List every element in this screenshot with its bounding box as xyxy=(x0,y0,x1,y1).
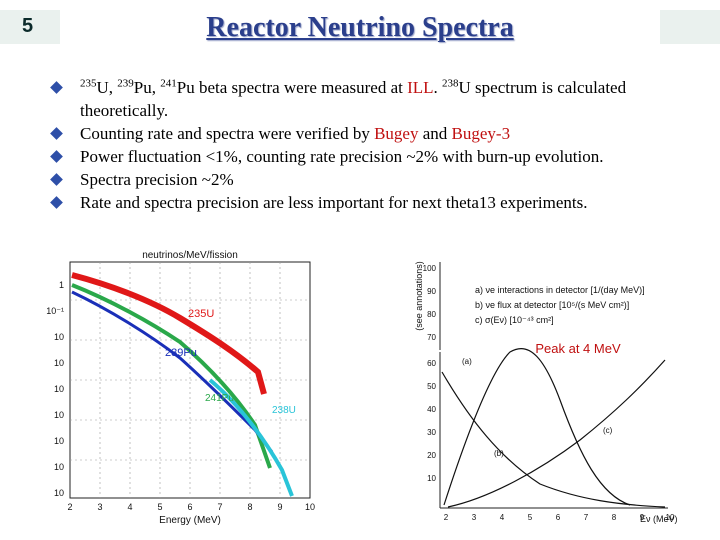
curve-a xyxy=(443,347,631,506)
label-u235: 235U xyxy=(188,308,214,320)
right-plot-ytitle: (see annotations) xyxy=(414,261,424,331)
right-y-tick-label: 90 xyxy=(427,287,436,296)
right-x-tick-label: 10 xyxy=(666,513,675,522)
label-pu239: 239Pu xyxy=(165,347,197,359)
left-x-tick-label: 2 xyxy=(67,502,72,512)
bugey-highlight: Bugey xyxy=(374,124,419,143)
left-plot-xlabel: Energy (MeV) xyxy=(159,515,221,526)
left-y-tick-label: 10 xyxy=(54,384,64,394)
right-x-tick-label: 4 xyxy=(500,513,505,522)
curve-c xyxy=(447,359,666,508)
bullet-item: 235U, 239Pu, 241Pu beta spectra were mea… xyxy=(48,76,708,122)
curve-c-label: (c) xyxy=(603,426,613,435)
right-y-tick-label: 60 xyxy=(427,359,436,368)
left-x-tick-label: 6 xyxy=(187,502,192,512)
u238-curve xyxy=(208,378,294,497)
left-x-tick-label: 7 xyxy=(217,502,222,512)
right-y-tick-label: 10 xyxy=(427,474,436,483)
left-x-tick-label: 3 xyxy=(97,502,102,512)
peak-annotation-box xyxy=(516,338,640,358)
left-plot-grid xyxy=(70,262,310,498)
right-y-tick-label: 40 xyxy=(427,405,436,414)
left-y-tick-label: 10 xyxy=(54,358,64,368)
left-x-tick-label: 10 xyxy=(305,502,315,512)
left-x-tick-label: 5 xyxy=(157,502,162,512)
left-spectrum-plot: neutrinos/MeV/fission Energy (MeV) 2 3 4 5 6… xyxy=(46,246,315,530)
left-y-tick-label: 10 xyxy=(54,410,64,420)
bullet-item: Spectra precision ~2% xyxy=(48,168,708,191)
right-plot-xlabel: Eν (MeV) xyxy=(640,514,678,524)
label-pu241: 241Pu xyxy=(205,393,234,404)
right-x-tick-label: 2 xyxy=(444,513,449,522)
corner-decoration xyxy=(660,10,720,44)
slide-number-box xyxy=(0,10,60,44)
right-x-tick-label: 3 xyxy=(472,513,477,522)
right-plot-background xyxy=(405,246,675,530)
right-x-tick-label: 5 xyxy=(528,513,533,522)
right-x-tick-label: 9 xyxy=(640,513,645,522)
legend-a: a) νe interactions in detector [1/(day M… xyxy=(475,285,645,295)
left-plot-header: neutrinos/MeV/fission xyxy=(142,250,238,261)
pu239-curve xyxy=(71,290,274,453)
right-y-tick-label: 100 xyxy=(423,264,437,273)
bugey3-highlight: Bugey-3 xyxy=(451,124,511,143)
peak-annotation: Peak at 4 MeV xyxy=(535,341,621,356)
u235-curve xyxy=(71,272,267,395)
right-x-tick-label: 7 xyxy=(584,513,589,522)
legend-b: b) νe flux at detector [10⁵/(s MeV cm²)] xyxy=(475,300,629,310)
left-y-tick-label: 1 xyxy=(59,280,64,290)
right-y-tick-label: 20 xyxy=(427,451,436,460)
left-x-tick-label: 9 xyxy=(277,502,282,512)
right-detection-plot: (see annotations) 100908070605040302010 … xyxy=(405,246,678,530)
bullet-list: 235U, 239Pu, 241Pu beta spectra were mea… xyxy=(48,76,708,214)
label-u238: 238U xyxy=(272,405,296,416)
right-y-tick-label: 80 xyxy=(427,310,436,319)
legend-c: c) σ(Eν) [10⁻⁴³ cm²] xyxy=(475,315,554,325)
curve-b xyxy=(441,371,666,508)
right-x-tick-label: 8 xyxy=(612,513,617,522)
right-x-tick-label: 6 xyxy=(556,513,561,522)
ill-highlight: ILL xyxy=(407,78,434,97)
slide-title: Reactor Neutrino Spectra xyxy=(206,12,514,43)
left-y-tick-label: 10 xyxy=(54,436,64,446)
left-y-tick-label: 10 xyxy=(54,488,64,498)
left-y-tick-label: 10⁻¹ xyxy=(46,306,64,316)
right-y-tick-label: 30 xyxy=(427,428,436,437)
bullet-item: Counting rate and spectra were verified … xyxy=(48,122,708,145)
bullet-item: Rate and spectra precision are less impo… xyxy=(48,191,708,214)
curve-a-label: (a) xyxy=(462,357,472,366)
pu241-curve xyxy=(71,283,272,469)
left-y-tick-label: 10 xyxy=(54,332,64,342)
curve-b-label: (b) xyxy=(494,449,504,458)
right-y-tick-label: 70 xyxy=(427,333,436,342)
slide-number: 5 xyxy=(22,15,34,37)
left-x-tick-label: 8 xyxy=(247,502,252,512)
right-y-tick-label: 50 xyxy=(427,382,436,391)
bullet-item: Power fluctuation <1%, counting rate pre… xyxy=(48,145,708,168)
left-y-tick-label: 10 xyxy=(54,462,64,472)
left-x-tick-label: 4 xyxy=(127,502,132,512)
